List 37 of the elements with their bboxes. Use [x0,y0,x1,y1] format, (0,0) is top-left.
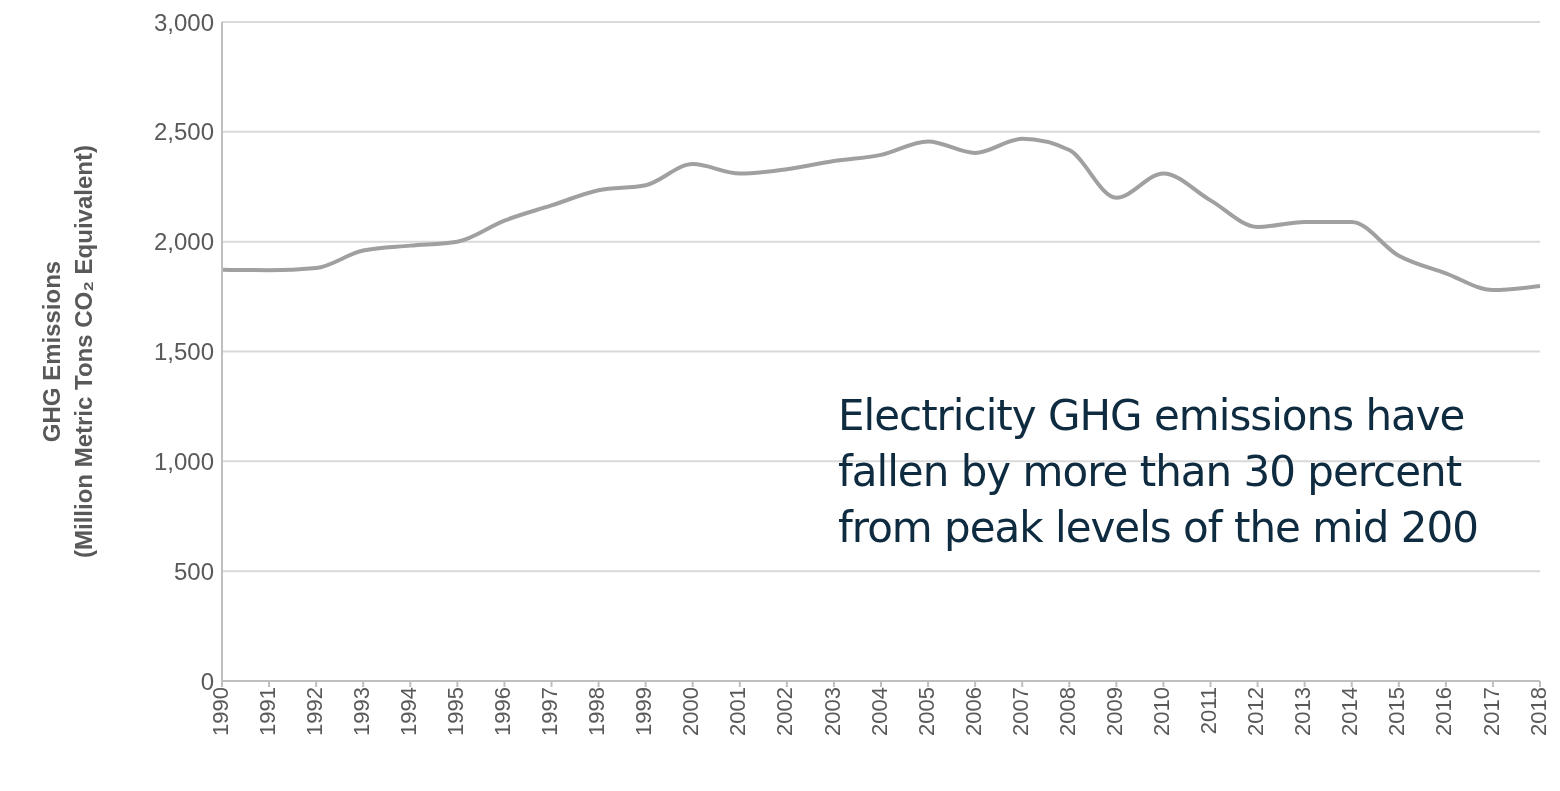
annotation: Electricity GHG emissions have fallen by more than 30 percent from peak levels of the mid 200 [838,390,1478,554]
x-tick-label: 2012 [1243,687,1269,736]
x-tick-label: 1996 [490,687,516,736]
x-tick-label: 2007 [1007,687,1033,736]
x-tick-label: 2008 [1054,687,1080,736]
y-tick-label: 1,500 [153,338,214,366]
y-tick-label: 2,000 [153,228,214,256]
y-tick-label: 2,500 [153,118,214,146]
x-tick-label: 2014 [1337,687,1363,736]
x-tick-label: 1993 [348,687,374,736]
x-tick-label: 1997 [537,687,563,736]
x-tick-label: 2011 [1196,687,1222,735]
x-tick-label: 2005 [913,687,939,736]
x-tick-label: 1999 [631,687,657,736]
x-tick-label: 2018 [1525,687,1551,736]
x-tick-label: 2015 [1384,687,1410,736]
y-tick-label: 500 [173,557,214,585]
x-tick-label: 1998 [584,687,610,736]
y-tick-label: 1,000 [153,447,214,475]
x-tick-label: 1992 [301,687,327,736]
x-tick-label: 1991 [254,687,280,736]
x-tick-label: 2009 [1101,687,1127,736]
line-series [220,136,1542,292]
y-axis-title: GHG Emissions (Million Metric Tons CO₂ Equivalent) [38,145,97,558]
x-tick-label: 2002 [772,687,798,736]
x-tick-label: 2006 [960,687,986,736]
x-tick-label: 2016 [1431,687,1457,736]
x-tick-label: 2004 [866,687,892,736]
x-tick-label: 2017 [1478,687,1504,736]
x-tick-label: 1994 [395,687,421,736]
x-tick-label: 2000 [678,687,704,736]
x-tick-label: 2010 [1149,687,1175,736]
x-tick-label: 1995 [442,687,468,736]
x-tick-label: 2013 [1290,687,1316,736]
x-tick-label: 2001 [725,687,751,736]
y-tick-label: 3,000 [153,8,214,36]
x-tick-label: 2003 [819,687,845,736]
